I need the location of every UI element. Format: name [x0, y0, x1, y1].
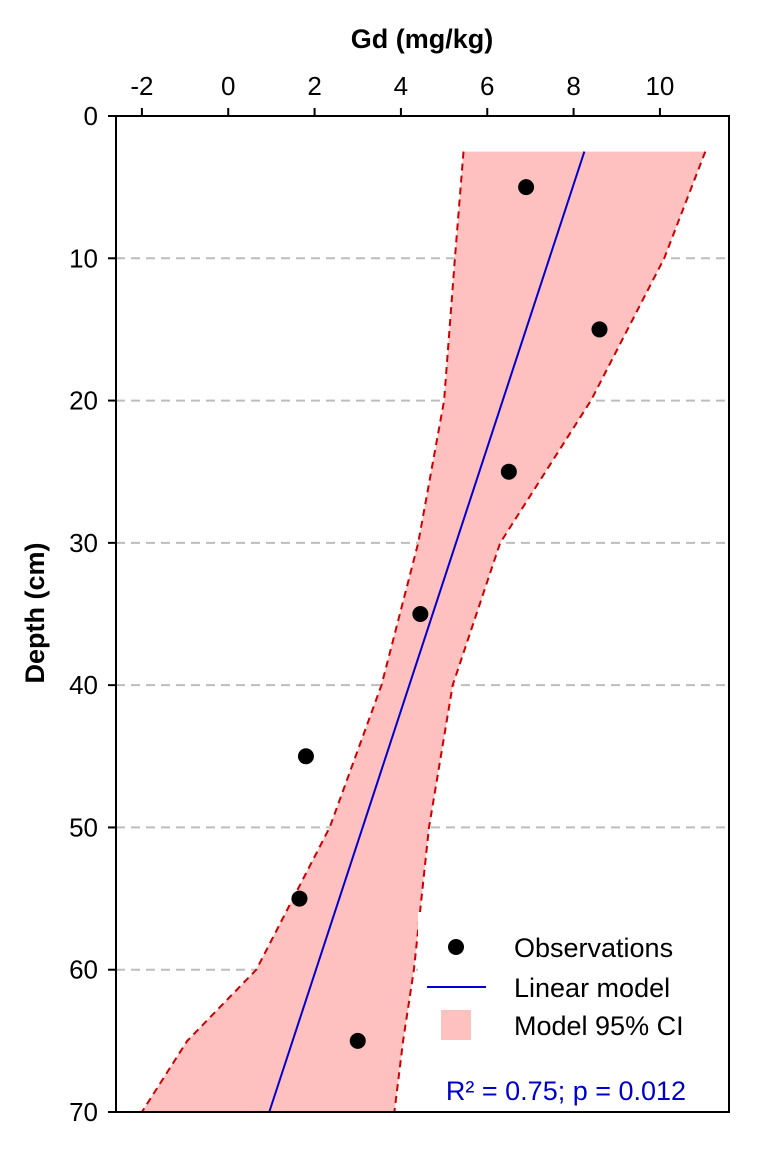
observation-point — [500, 463, 517, 480]
y-tick-label: 0 — [84, 101, 98, 131]
legend-symbol-observations — [448, 939, 464, 955]
plot-frame — [115, 115, 730, 1113]
x-tick-label: 6 — [480, 71, 494, 101]
y-tick-label: 30 — [69, 528, 98, 558]
legend-symbol-ci — [441, 1010, 471, 1040]
y-tick-label: 20 — [69, 386, 98, 416]
axes: -2 0 2 4 6 8 10 0 10 20 30 40 50 60 70 — [69, 71, 730, 1127]
x-tick-label: 0 — [221, 71, 235, 101]
legend-label: Linear model — [514, 973, 670, 1003]
ci-lower-edge — [141, 151, 465, 1113]
y-tick-label: 60 — [69, 955, 98, 985]
x-tick-label: -2 — [130, 71, 153, 101]
y-tick-label: 40 — [69, 670, 98, 700]
x-tick-label: 2 — [307, 71, 321, 101]
x-tick-label: 4 — [394, 71, 408, 101]
stats-annotation: R² = 0.75; p = 0.012 — [446, 1076, 686, 1106]
y-axis-title: Depth (cm) — [20, 543, 50, 684]
linear-model-line — [268, 151, 586, 1113]
legend: Observations Linear model Model 95% CI — [418, 912, 726, 1055]
ci-band-area — [141, 151, 706, 1113]
observation-points — [291, 179, 608, 1049]
ci-upper-edge — [393, 151, 707, 1113]
y-tick-label: 50 — [69, 812, 98, 842]
x-axis-title: Gd (mg/kg) — [351, 24, 494, 54]
observation-point — [591, 321, 608, 338]
y-tick-label: 70 — [69, 1097, 98, 1127]
observation-point — [518, 179, 535, 196]
x-tick-label: 10 — [645, 71, 674, 101]
observation-point — [412, 606, 429, 622]
observation-point — [297, 748, 314, 765]
legend-label: Observations — [514, 933, 673, 963]
x-tick-label: 8 — [566, 71, 580, 101]
legend-label: Model 95% CI — [514, 1011, 684, 1041]
model-line — [268, 151, 586, 1113]
observation-point — [291, 890, 308, 907]
y-tick-label: 10 — [69, 243, 98, 273]
confidence-band — [141, 151, 707, 1113]
observation-point — [349, 1032, 366, 1049]
